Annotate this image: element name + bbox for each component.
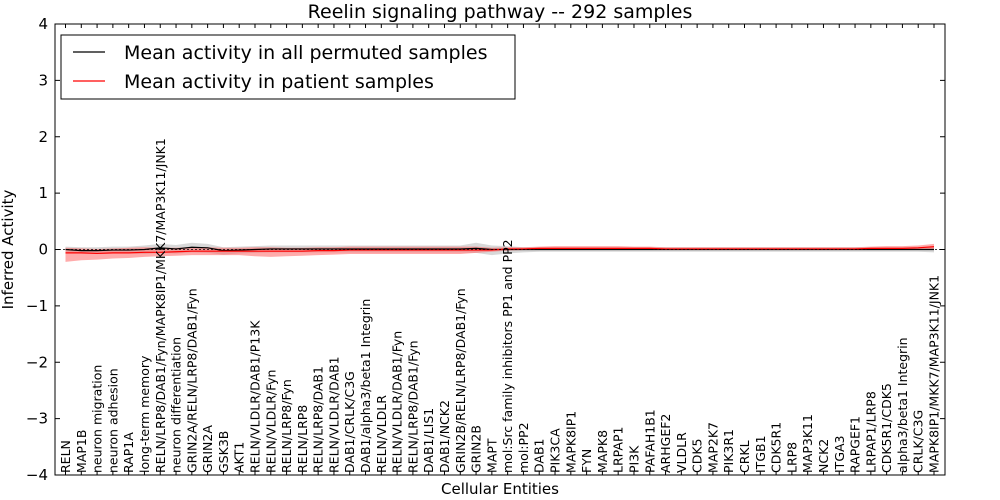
x-tick-label: CDK5 [690, 438, 705, 473]
legend-entry-patient: Mean activity in patient samples [124, 71, 434, 93]
y-tick-label: 0 [38, 241, 48, 259]
x-tick-label: DAB1/CRLK/C3G [342, 371, 357, 473]
x-tick-label: RELN/VLDLR [374, 395, 389, 473]
x-tick-label: mol:Src family inhibitors PP1 and PP2 [500, 239, 515, 473]
x-tick-label: PI3K [626, 445, 641, 473]
x-tick-label: RAP1A [121, 432, 136, 473]
x-tick-label: CRLK/C3G [911, 410, 926, 473]
x-tick-label: MAP2K7 [705, 422, 720, 473]
x-tick-label: long-term memory [137, 355, 152, 473]
x-tick-label: AKT1 [232, 442, 247, 473]
x-tick-label: PIK3CA [548, 428, 563, 473]
x-tick-label: MAPT [484, 438, 499, 473]
x-tick-label: mol:PP2 [516, 422, 531, 473]
chart-title: Reelin signaling pathway -- 292 samples [308, 1, 693, 23]
x-tick-label: MAP1B [74, 430, 89, 473]
x-tick-label: DAB1 [532, 439, 547, 474]
x-tick-label: ITGA3 [832, 435, 847, 473]
y-tick-label: −3 [26, 410, 48, 428]
x-tick-label: RELN/VLDLR/Fyn [263, 370, 278, 473]
x-tick-label: neuron adhesion [105, 368, 120, 473]
y-tick-label: −4 [26, 466, 48, 484]
x-tick-label: alpha3/beta1 Integrin [895, 337, 910, 473]
x-tick-label: RELN [58, 440, 73, 473]
x-tick-label: CDK5R1/CDK5 [879, 383, 894, 473]
x-tick-label: RELN/VLDLR/DAB1/P13K [247, 320, 262, 473]
x-tick-label: GSK3B [216, 431, 231, 473]
x-tick-label: RELN/LRP8/DAB1 [311, 366, 326, 473]
y-tick-label: 2 [38, 128, 48, 146]
y-tick-label: 4 [38, 15, 48, 33]
plot-frame [54, 23, 946, 476]
x-tick-label: GRIN2A/RELN/LRP8/DAB1/Fyn [184, 288, 199, 473]
y-axis-label: Inferred Activity [0, 189, 17, 309]
x-tick-label: PAFAH1B1 [642, 409, 657, 473]
x-tick-label: MAPK8IP1/MKK7/MAP3K11/JNK1 [927, 275, 942, 473]
x-tick-label: CRKL [737, 440, 752, 473]
legend: Mean activity in all permuted samples Me… [60, 34, 516, 100]
x-tick-label: GRIN2A [200, 425, 215, 473]
x-tick-label: NCK2 [816, 439, 831, 473]
x-tick-label: RELN/LRP8/DAB1/Fyn [405, 340, 420, 473]
x-tick-label: MAPK8 [595, 430, 610, 473]
x-axis-label: Cellular Entities [441, 480, 559, 498]
x-tick-label: GRIN2B/RELN/LRP8/DAB1/Fyn [453, 288, 468, 473]
x-tick-label: MAPK8IP1 [563, 411, 578, 473]
x-tick-label: neuron differentiation [169, 337, 184, 473]
x-tick-label: RAPGEF1 [848, 416, 863, 473]
x-tick-label: VLDLR [674, 432, 689, 473]
x-tick-label: ITGB1 [753, 435, 768, 473]
x-tick-label: DAB1/alpha3/beta1 Integrin [358, 299, 373, 473]
x-tick-label: LRP8 [784, 442, 799, 473]
y-tick-label: 3 [38, 71, 48, 89]
x-tick-label: ARHGEF2 [658, 414, 673, 473]
legend-entry-permuted: Mean activity in all permuted samples [124, 42, 487, 64]
legend-box [60, 34, 516, 100]
x-tick-label: FYN [579, 449, 594, 473]
x-tick-label: RELN/LRP8/DAB1/Fyn/MAPK8IP1/MKK7/MAP3K11… [153, 138, 168, 473]
x-tick-label: LRPAP1/LRP8 [863, 391, 878, 473]
x-tick-label: RELN/VLDLR/DAB1/Fyn [390, 331, 405, 473]
x-tick-label: LRPAP1 [611, 427, 626, 473]
x-tick-label: PIK3R1 [721, 429, 736, 473]
x-tick-label: CDK5R1 [769, 422, 784, 473]
x-tick-label: DAB1/NCK2 [437, 400, 452, 473]
y-tick-label: −1 [26, 297, 48, 315]
x-tick-label: RELN/VLDLR/DAB1 [326, 356, 341, 473]
x-tick-label: RELN/LRP8/Fyn [279, 379, 294, 473]
y-tick-label: 1 [38, 184, 48, 202]
y-tick-label: −2 [26, 353, 48, 371]
x-tick-label: GRIN2B [469, 425, 484, 473]
x-tick-label: neuron migration [90, 365, 105, 473]
x-tick-label: DAB1/LIS1 [421, 408, 436, 473]
x-tick-label: RELN/LRP8 [295, 405, 310, 473]
x-tick-label: MAP3K11 [800, 414, 815, 473]
